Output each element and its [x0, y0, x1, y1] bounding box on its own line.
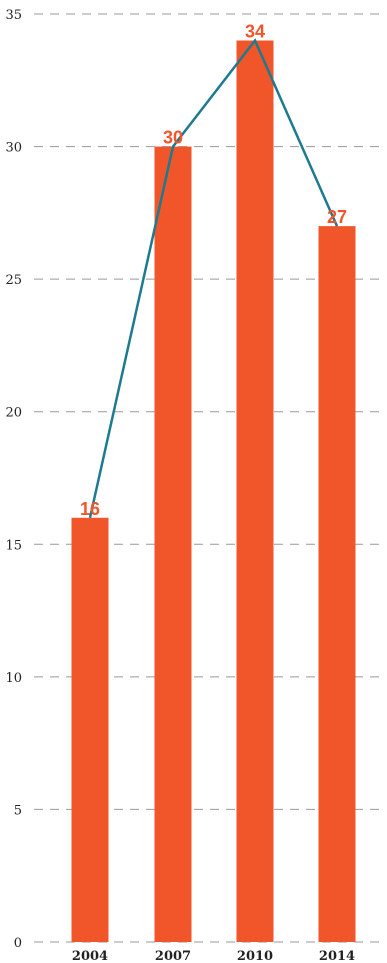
- data-label-2014: 27: [327, 207, 347, 227]
- y-tick-label-20: 20: [5, 406, 22, 421]
- bar-2004: [71, 517, 109, 942]
- trend-line-layer: [88, 38, 339, 519]
- y-tick-label-10: 10: [5, 671, 22, 686]
- y-tick-label-35: 35: [5, 8, 22, 23]
- x-axis-categories: 2004 2007 2010 2014: [72, 949, 355, 963]
- data-labels: 16 30 34 27: [80, 22, 347, 519]
- y-tick-label-0: 0: [14, 936, 22, 951]
- data-label-2010: 34: [245, 22, 265, 42]
- trend-line: [88, 38, 339, 519]
- x-tick-label-2010: 2010: [237, 949, 273, 963]
- x-tick-label-2004: 2004: [72, 949, 108, 963]
- x-tick-label-2007: 2007: [155, 949, 191, 963]
- bar-2014: [318, 226, 356, 943]
- bar-2007: [154, 146, 192, 943]
- x-tick-label-2014: 2014: [319, 949, 355, 963]
- data-label-2007: 30: [163, 128, 183, 148]
- y-tick-label-25: 25: [5, 273, 22, 288]
- y-tick-label-15: 15: [5, 538, 22, 553]
- bar-2010: [236, 40, 274, 943]
- y-tick-label-5: 5: [14, 803, 22, 818]
- data-label-2004: 16: [80, 499, 100, 519]
- y-axis-ticks: 0 5 10 15 20 25 30 35: [5, 8, 22, 951]
- bars: [71, 40, 356, 943]
- y-tick-label-30: 30: [5, 141, 22, 156]
